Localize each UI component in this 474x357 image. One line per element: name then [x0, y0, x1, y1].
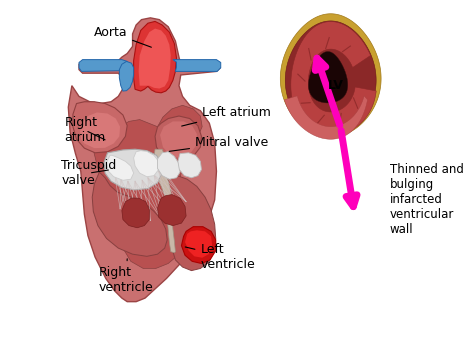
Polygon shape: [280, 14, 381, 137]
Polygon shape: [73, 102, 127, 153]
Polygon shape: [154, 149, 175, 253]
Polygon shape: [160, 121, 197, 158]
Polygon shape: [291, 21, 376, 136]
Polygon shape: [182, 227, 216, 263]
Polygon shape: [155, 116, 201, 161]
Text: Thinned and
bulging
infarcted
ventricular
wall: Thinned and bulging infarcted ventricula…: [390, 164, 464, 236]
Text: Tricuspid
valve: Tricuspid valve: [61, 159, 117, 187]
Polygon shape: [107, 155, 134, 180]
Polygon shape: [134, 151, 159, 177]
Polygon shape: [68, 18, 220, 302]
Text: Left atrium: Left atrium: [182, 106, 271, 126]
Polygon shape: [284, 96, 367, 139]
Polygon shape: [157, 195, 186, 226]
Polygon shape: [93, 105, 202, 268]
Polygon shape: [178, 153, 201, 178]
Polygon shape: [119, 61, 134, 91]
Polygon shape: [104, 149, 162, 190]
Polygon shape: [80, 112, 120, 148]
Polygon shape: [92, 172, 167, 256]
Polygon shape: [185, 230, 212, 258]
Polygon shape: [309, 51, 348, 103]
Polygon shape: [285, 21, 376, 135]
Text: Aorta: Aorta: [93, 26, 151, 47]
Polygon shape: [138, 29, 171, 89]
Polygon shape: [157, 152, 180, 179]
Text: LV: LV: [328, 79, 344, 92]
Text: Left
ventricle: Left ventricle: [185, 243, 255, 271]
Polygon shape: [79, 60, 129, 71]
Text: Right
ventricle: Right ventricle: [99, 259, 154, 294]
Text: Right
atrium: Right atrium: [65, 116, 106, 144]
Polygon shape: [166, 176, 216, 271]
Polygon shape: [173, 60, 221, 71]
Text: Mitral valve: Mitral valve: [169, 136, 268, 151]
Polygon shape: [134, 21, 176, 93]
Polygon shape: [122, 198, 149, 228]
